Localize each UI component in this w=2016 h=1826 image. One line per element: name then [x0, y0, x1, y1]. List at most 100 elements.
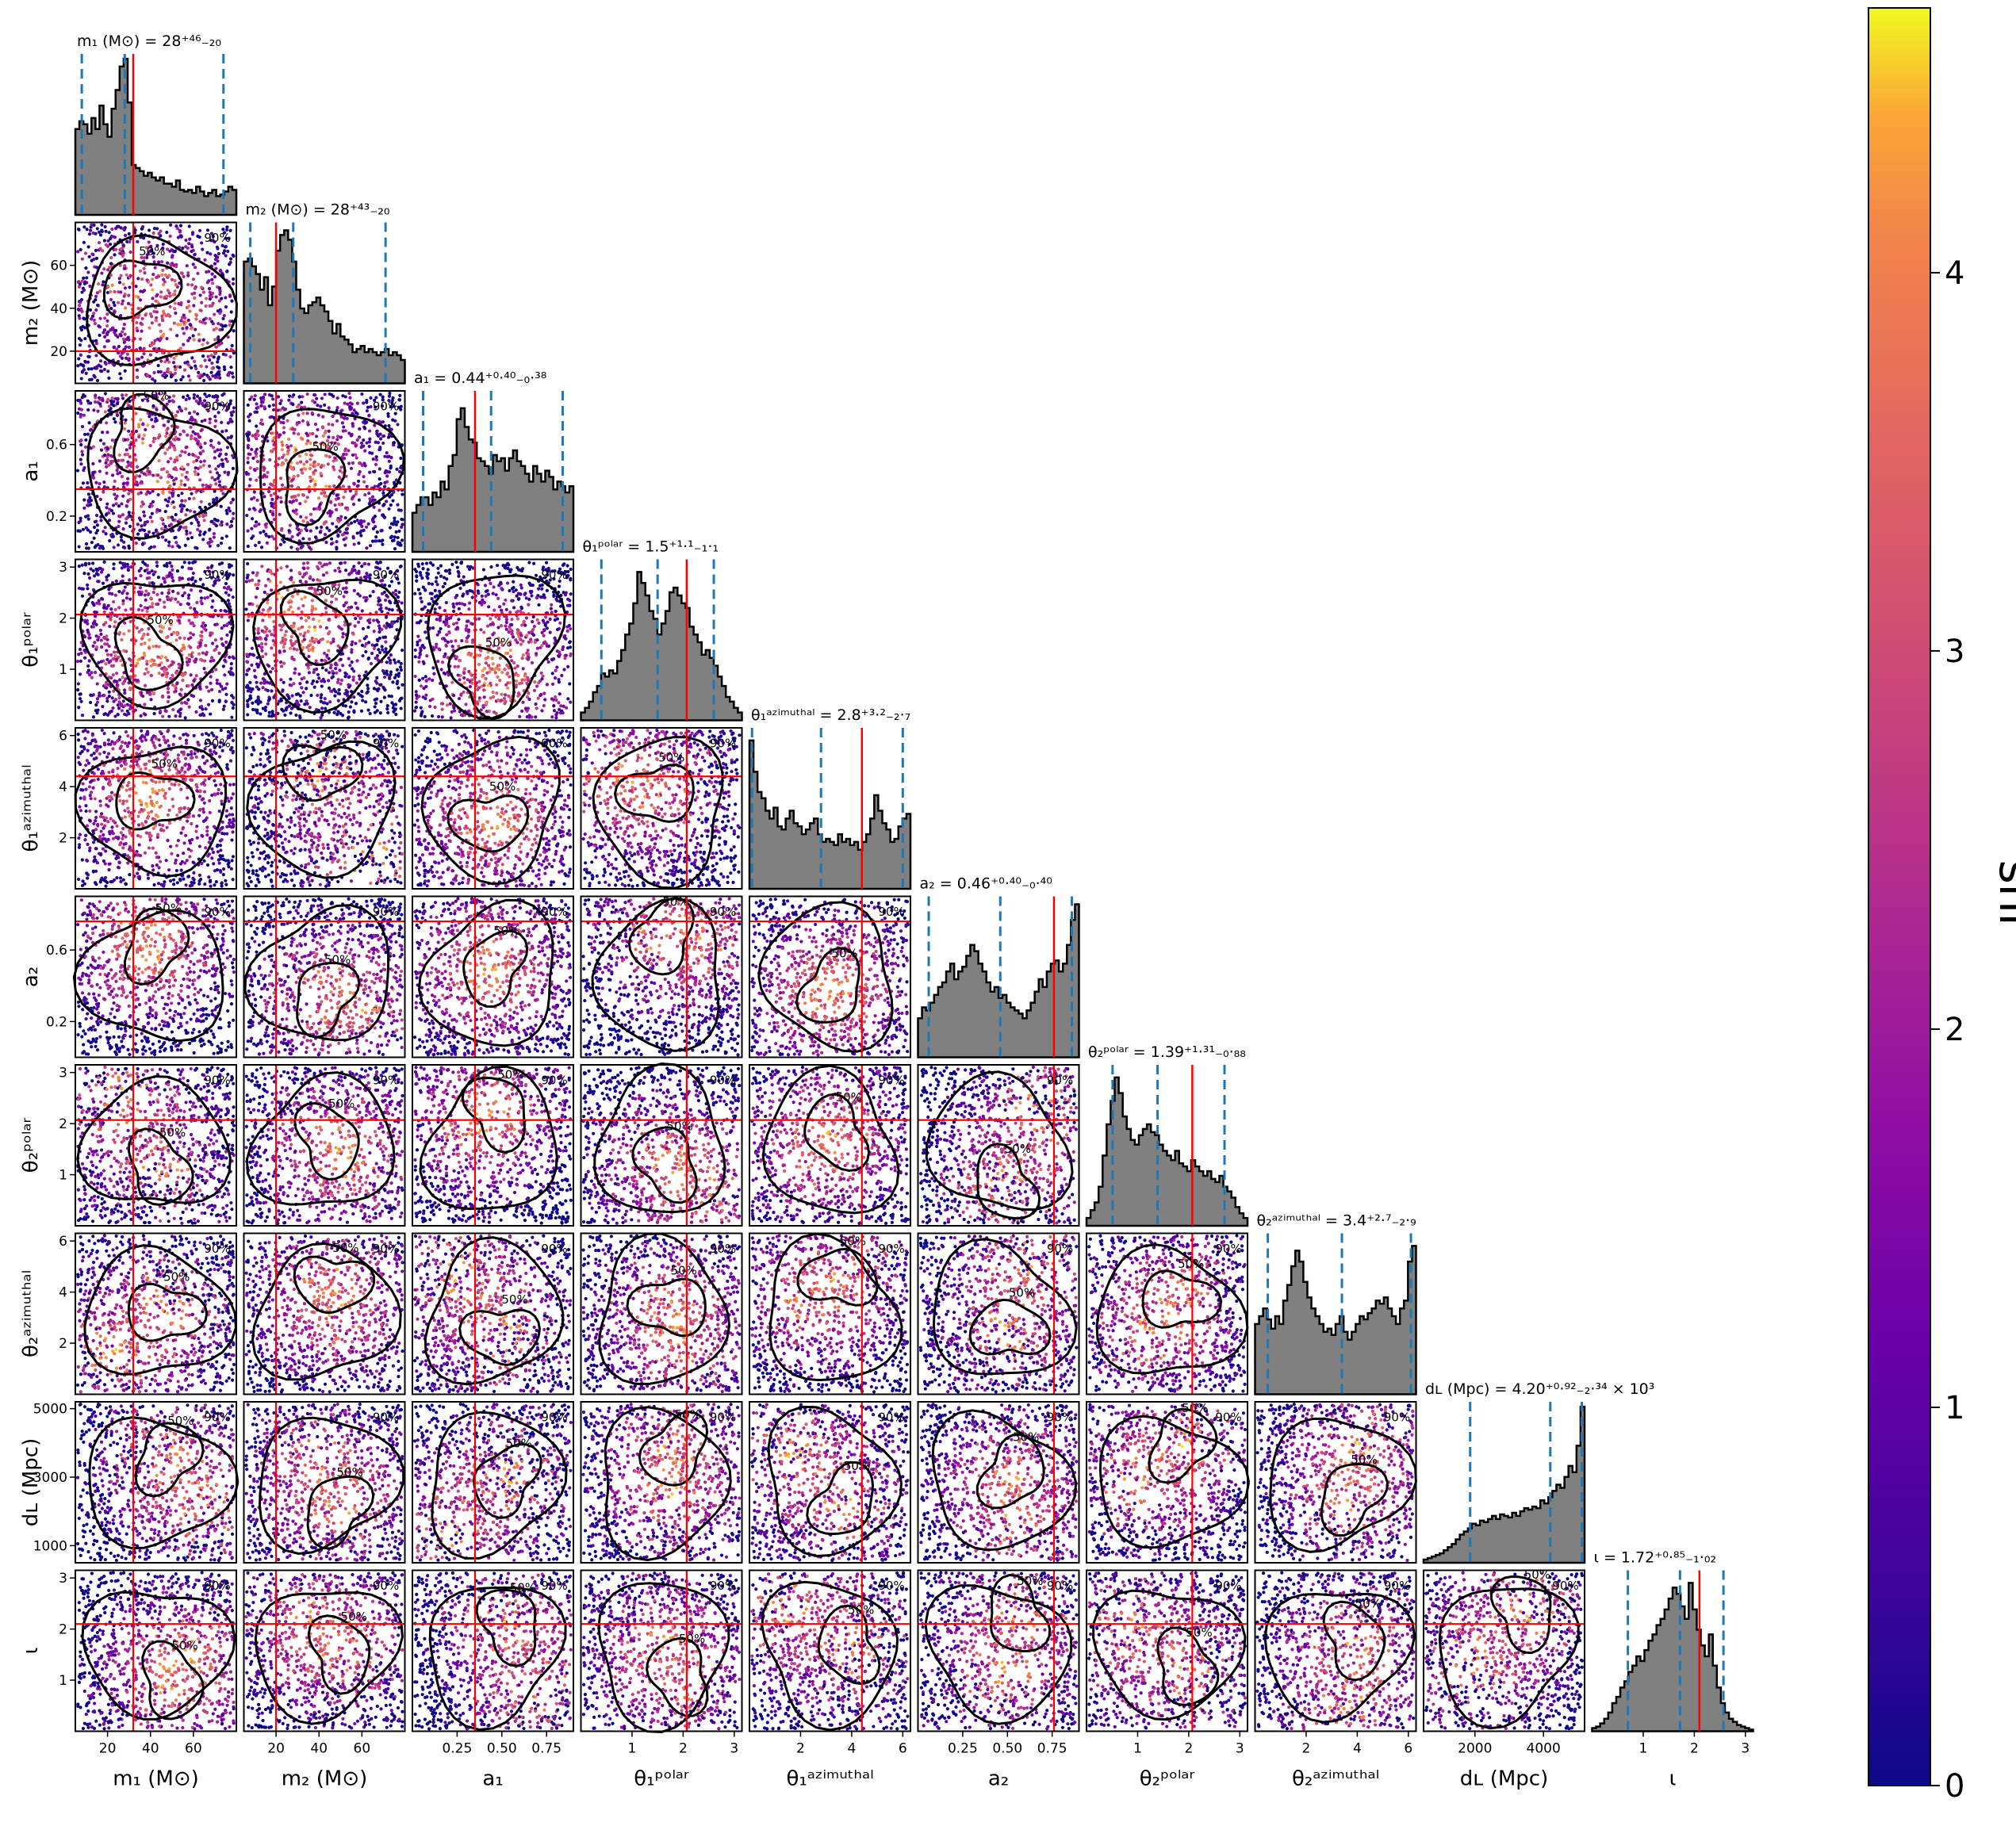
sample-point [151, 297, 154, 300]
sample-point [121, 475, 124, 478]
sample-point [198, 478, 201, 481]
sample-point [176, 227, 179, 230]
sample-point [82, 241, 86, 244]
sample-point [109, 676, 113, 679]
sample-point [399, 457, 402, 460]
sample-point [122, 699, 125, 702]
sample-point [282, 431, 286, 434]
sample-point [183, 316, 186, 320]
sample-point [324, 430, 328, 433]
sample-point [83, 337, 86, 340]
sample-point [260, 419, 263, 422]
sample-point [194, 580, 197, 583]
sample-point [231, 344, 234, 347]
sample-point [337, 699, 340, 702]
sample-point [143, 514, 146, 517]
sample-point [317, 676, 320, 679]
sample-point [117, 520, 121, 523]
sample-point [125, 591, 128, 595]
sample-point [117, 345, 121, 348]
sample-point [427, 582, 431, 585]
sample-point [359, 534, 362, 537]
sample-point [141, 657, 144, 660]
sample-point [190, 655, 194, 658]
sample-point [457, 618, 460, 621]
sample-point [178, 408, 182, 411]
sample-point [148, 240, 151, 243]
sample-point [124, 453, 127, 456]
sample-point [79, 648, 82, 651]
sample-point [289, 600, 293, 603]
sample-point [209, 377, 212, 381]
sample-point [289, 605, 292, 608]
sample-point [215, 519, 218, 522]
sample-point [264, 642, 267, 645]
sample-point [245, 653, 248, 656]
contour-label-90: 90% [373, 399, 399, 413]
sample-point [363, 637, 366, 640]
y-tick-label: 2 [59, 611, 67, 627]
sample-point [400, 697, 403, 700]
sample-point [106, 268, 109, 271]
sample-point [323, 679, 326, 683]
sample-point [152, 591, 155, 594]
sample-point [151, 377, 154, 381]
sample-point [341, 421, 344, 424]
sample-point [261, 434, 264, 438]
sample-point [208, 304, 211, 308]
sample-point [343, 544, 347, 547]
sample-point [250, 537, 253, 540]
sample-point [366, 709, 370, 712]
sample-point [124, 306, 127, 309]
sample-point [336, 396, 339, 400]
sample-point [348, 572, 351, 575]
sample-point [151, 404, 155, 408]
sample-point [338, 476, 341, 479]
sample-point [196, 412, 199, 415]
sample-point [279, 496, 282, 500]
sample-point [210, 362, 213, 365]
sample-point [106, 369, 109, 373]
sample-point [289, 568, 293, 572]
sample-point [182, 375, 185, 378]
sample-point [117, 606, 121, 609]
sample-point [293, 431, 296, 434]
sample-point [97, 324, 100, 327]
sample-point [193, 396, 196, 400]
sample-point [99, 359, 102, 362]
sample-point [218, 293, 221, 296]
sample-point [140, 278, 144, 281]
sample-point [151, 605, 154, 608]
contour-label-90: 90% [204, 568, 230, 582]
sample-point [156, 480, 159, 483]
sample-point [355, 681, 358, 684]
sample-point [141, 437, 144, 440]
sample-point [90, 676, 94, 679]
sample-point [308, 538, 311, 541]
sample-point [381, 396, 385, 399]
sample-point [399, 565, 402, 568]
sample-point [380, 628, 383, 631]
sample-point [197, 333, 201, 336]
sample-point [157, 576, 160, 579]
sample-point [303, 637, 306, 641]
sample-point [216, 395, 219, 398]
sample-point [149, 515, 152, 519]
sample-point [558, 653, 561, 656]
sample-point [400, 668, 403, 672]
sample-point [362, 595, 366, 599]
sample-point [464, 702, 467, 706]
sample-point [211, 641, 214, 645]
sample-point [317, 496, 320, 500]
sample-point [87, 562, 90, 565]
sample-point [208, 358, 211, 362]
sample-point [77, 280, 80, 283]
sample-point [230, 520, 233, 523]
sample-point [391, 608, 394, 611]
sample-point [279, 580, 282, 584]
sample-point [569, 701, 572, 704]
sample-point [311, 599, 314, 602]
sample-point [194, 473, 197, 476]
sample-point [146, 423, 149, 427]
sample-point [445, 633, 448, 636]
